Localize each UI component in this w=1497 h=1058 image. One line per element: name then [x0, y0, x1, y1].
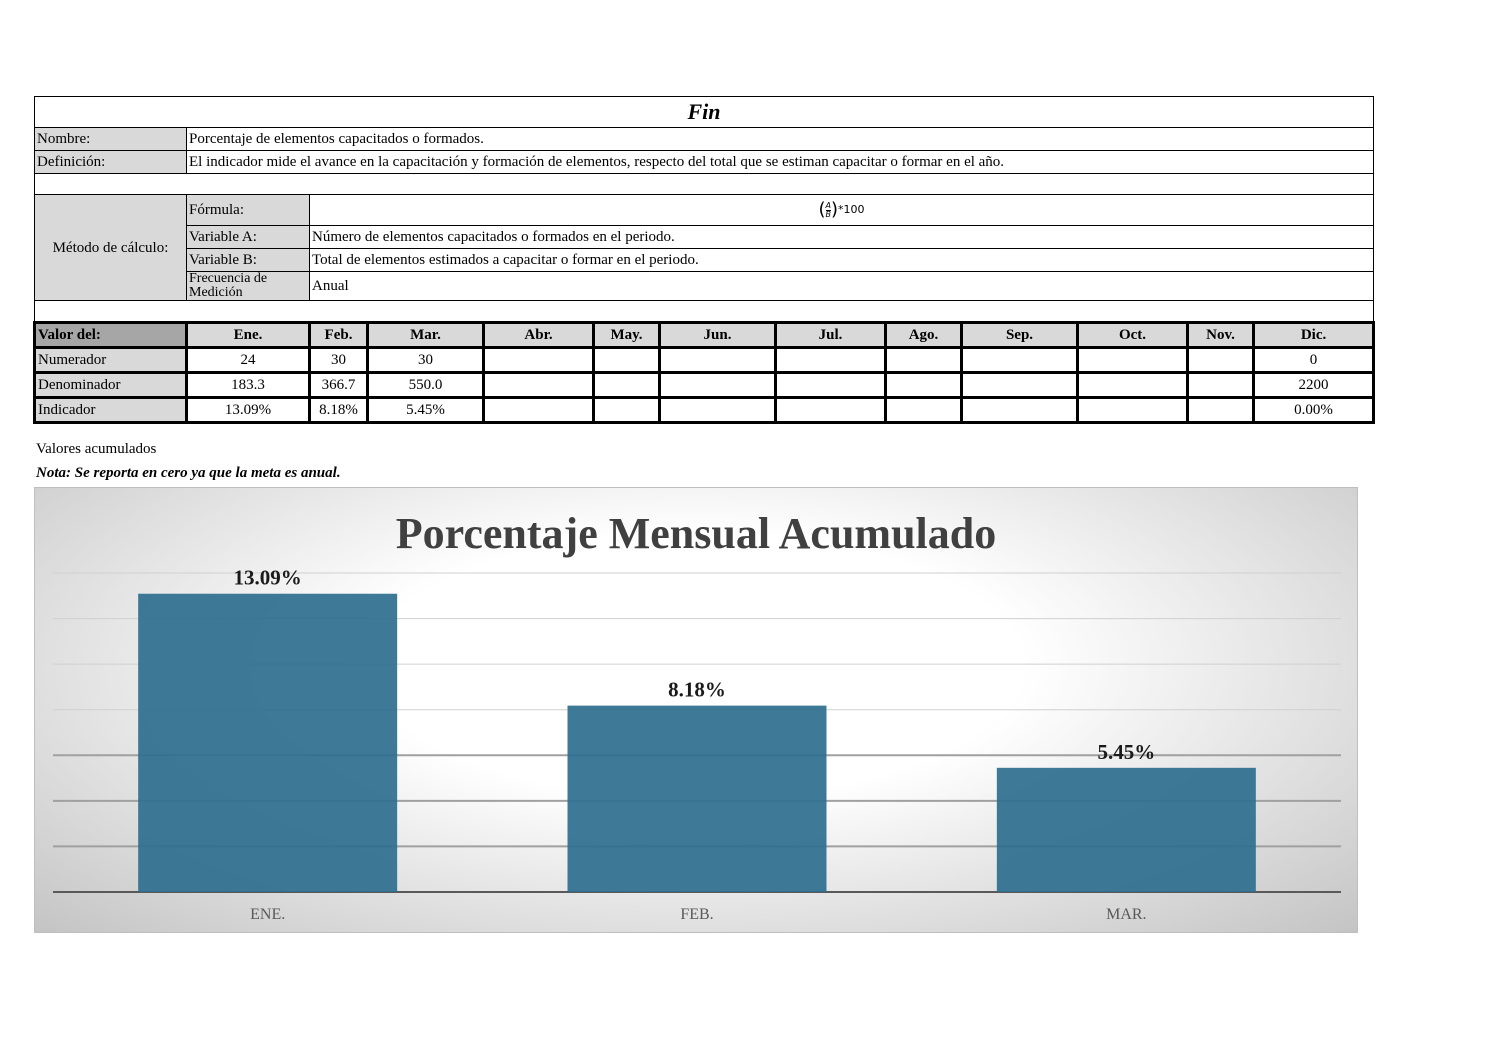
- data-cell: [884, 346, 963, 374]
- formula-suffix: *100: [838, 203, 865, 216]
- data-cell: [592, 396, 661, 424]
- data-cell: [1076, 396, 1189, 424]
- variable-a-label: Variable A:: [186, 225, 310, 249]
- month-header: Dic.: [1251, 321, 1376, 349]
- frecuencia-value: Anual: [308, 271, 1375, 301]
- nota-note: Nota: Se reporta en cero ya que la meta …: [36, 465, 341, 481]
- data-cell: [482, 371, 595, 399]
- data-cell: 8.18%: [308, 396, 369, 424]
- formula-value: (A B)*100: [308, 194, 1375, 226]
- data-cell: [960, 371, 1079, 399]
- data-cell: [774, 371, 887, 399]
- data-cell: 550.0: [366, 371, 485, 399]
- data-cell: 183.3: [185, 371, 311, 399]
- formula-numerator: A: [825, 200, 831, 210]
- month-header: Sep.: [960, 321, 1079, 349]
- data-cell: 13.09%: [185, 396, 311, 424]
- data-label: 13.09%: [234, 566, 302, 590]
- chart-plot: 13.09% ENE. 8.18% FEB. 5.45% MAR.: [53, 566, 1341, 923]
- frecuencia-label: Frecuencia de Medición: [186, 271, 310, 301]
- data-cell: [1186, 346, 1255, 374]
- nombre-value: Porcentaje de elementos capacitados o fo…: [185, 127, 1375, 151]
- bar-feb: [567, 705, 827, 892]
- data-cell: [884, 396, 963, 424]
- data-cell: 24: [185, 346, 311, 374]
- data-cell: [592, 371, 661, 399]
- variable-b-label: Variable B:: [186, 248, 310, 272]
- month-header: May.: [592, 321, 661, 349]
- data-cell: 0: [1251, 346, 1376, 374]
- data-cell: [1186, 371, 1255, 399]
- x-tick-label: FEB.: [680, 906, 713, 923]
- data-cell: [658, 396, 777, 424]
- nombre-label: Nombre:: [34, 127, 187, 151]
- month-header: Nov.: [1186, 321, 1255, 349]
- row-label: Denominador: [33, 371, 188, 399]
- data-cell: 5.45%: [366, 396, 485, 424]
- month-header: Oct.: [1076, 321, 1189, 349]
- valores-acumulados-note: Valores acumulados: [36, 441, 157, 457]
- bar-ene: [138, 593, 398, 892]
- row-label: Indicador: [33, 396, 188, 424]
- bar-chart: Porcentaje Mensual Acumulado 13.09% ENE. 8…: [34, 487, 1358, 933]
- definicion-label: Definición:: [34, 150, 187, 174]
- month-header: Jul.: [774, 321, 887, 349]
- data-cell: [592, 346, 661, 374]
- chart-title: Porcentaje Mensual Acumulado: [395, 509, 997, 558]
- formula-label: Fórmula:: [186, 194, 310, 226]
- x-tick-label: MAR.: [1106, 906, 1146, 923]
- definicion-value: El indicador mide el avance en la capaci…: [185, 150, 1375, 174]
- data-cell: [658, 346, 777, 374]
- data-cell: 0.00%: [1251, 396, 1376, 424]
- data-cell: 366.7: [308, 371, 369, 399]
- data-cell: [960, 346, 1079, 374]
- month-header: Abr.: [482, 321, 595, 349]
- data-cell: 30: [308, 346, 369, 374]
- data-cell: [960, 396, 1079, 424]
- data-cell: [482, 396, 595, 424]
- data-cell: [774, 346, 887, 374]
- data-label: 5.45%: [1097, 740, 1155, 764]
- valor-del-label: Valor del:: [33, 321, 188, 349]
- data-cell: [482, 346, 595, 374]
- data-cell: [884, 371, 963, 399]
- data-cell: [774, 396, 887, 424]
- data-cell: [1186, 396, 1255, 424]
- data-cell: 2200: [1251, 371, 1376, 399]
- spacer-row: [33, 173, 1375, 195]
- data-cell: 30: [366, 346, 485, 374]
- data-label: 8.18%: [668, 678, 726, 702]
- data-cell: [1076, 346, 1189, 374]
- indicator-sheet: Fin Nombre: Porcentaje de elementos capa…: [33, 96, 1376, 424]
- section-title: Fin: [33, 96, 1375, 128]
- month-header: Feb.: [308, 321, 369, 349]
- month-header: Ene.: [185, 321, 311, 349]
- variable-a-value: Número de elementos capacitados o formad…: [308, 225, 1375, 249]
- data-cell: [1076, 371, 1189, 399]
- month-header: Jun.: [658, 321, 777, 349]
- month-header: Ago.: [884, 321, 963, 349]
- month-header: Mar.: [366, 321, 485, 349]
- bar-mar: [996, 767, 1256, 892]
- spacer-row: [33, 300, 1375, 323]
- data-cell: [658, 371, 777, 399]
- x-tick-label: ENE.: [250, 906, 285, 923]
- formula-denominator: B: [825, 209, 832, 219]
- variable-b-value: Total de elementos estimados a capacitar…: [308, 248, 1375, 272]
- row-label: Numerador: [33, 346, 188, 374]
- metodo-label: Método de cálculo:: [34, 194, 187, 301]
